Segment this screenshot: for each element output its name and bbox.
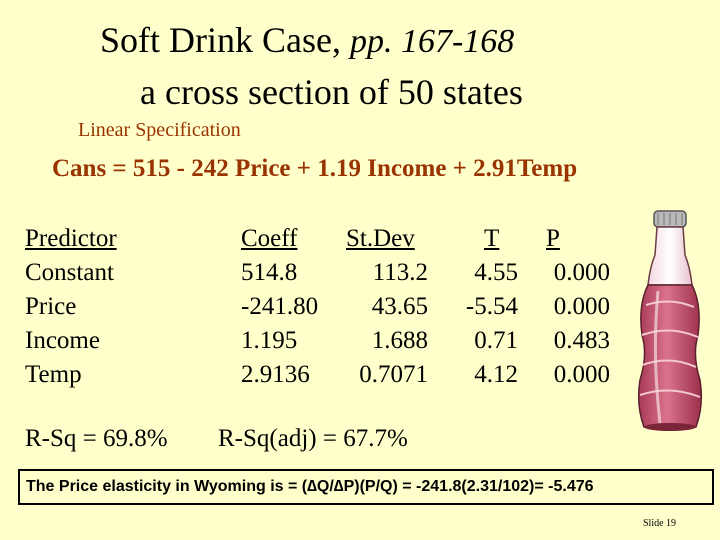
cell-predictor: Temp — [25, 361, 82, 388]
slide-title: Soft Drink Case, pp. 167-168 — [100, 18, 514, 64]
header-coeff: Coeff — [241, 225, 298, 252]
stdev-column: St.Dev 113.2 43.65 1.688 0.7071 — [346, 222, 428, 392]
coeff-column: Coeff 514.8 -241.80 1.195 2.9136 — [241, 222, 318, 392]
r-squared: R-Sq = 69.8% — [25, 425, 168, 452]
specification-label: Linear Specification — [78, 119, 241, 141]
cell-p: 0.000 — [553, 259, 610, 286]
cell-t: -5.54 — [465, 293, 518, 320]
r-squared-adjusted: R-Sq(adj) = 67.7% — [218, 425, 408, 452]
cell-p: 0.000 — [553, 293, 610, 320]
cell-coeff: 1.195 — [241, 327, 298, 354]
p-column: P 0.000 0.000 0.483 0.000 — [540, 222, 610, 392]
title-pages: pp. 167-168 — [349, 23, 515, 60]
cell-t: 0.71 — [474, 327, 518, 354]
cell-stdev: 113.2 — [372, 259, 428, 286]
cell-coeff: -241.80 — [241, 293, 319, 320]
predictor-column: Predictor Constant Price Income Temp — [25, 222, 235, 392]
cell-p: 0.483 — [553, 327, 610, 354]
cell-p: 0.000 — [553, 361, 610, 388]
header-p: P — [546, 225, 560, 252]
cell-coeff: 2.9136 — [241, 361, 310, 388]
cell-predictor: Income — [25, 327, 100, 354]
header-stdev: St.Dev — [346, 225, 415, 252]
slide-subtitle: a cross section of 50 states — [140, 72, 523, 112]
cell-predictor: Price — [25, 293, 77, 320]
t-column: T 4.55 -5.54 0.71 4.12 — [458, 222, 518, 392]
cell-stdev: 1.688 — [371, 327, 428, 354]
cell-stdev: 0.7071 — [359, 361, 428, 388]
header-t: T — [484, 225, 500, 252]
cell-t: 4.12 — [474, 361, 518, 388]
soda-bottle-icon — [637, 210, 703, 431]
cell-t: 4.55 — [474, 259, 518, 286]
cell-stdev: 43.65 — [371, 293, 428, 320]
slide-number: Slide 19 — [643, 518, 677, 529]
cell-coeff: 514.8 — [241, 259, 298, 286]
elasticity-note: The Price elasticity in Wyoming is = (∆Q… — [18, 469, 714, 505]
regression-equation: Cans = 515 - 242 Price + 1.19 Income + 2… — [52, 155, 578, 182]
header-predictor: Predictor — [25, 225, 117, 252]
title-main: Soft Drink Case, — [100, 20, 341, 60]
cell-predictor: Constant — [25, 259, 114, 286]
